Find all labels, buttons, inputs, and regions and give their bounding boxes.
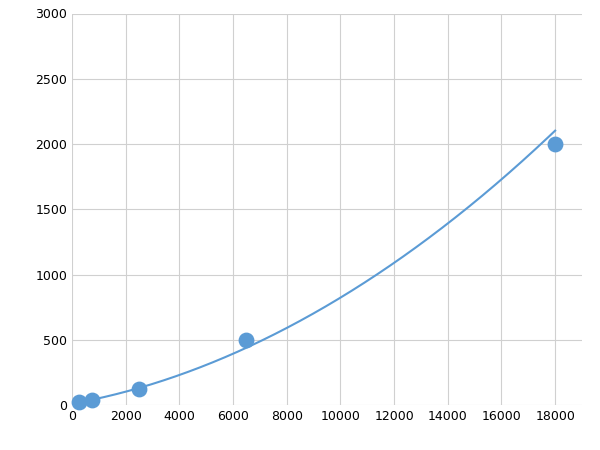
Point xyxy=(88,396,97,403)
Point xyxy=(134,386,144,393)
Point xyxy=(74,399,83,406)
Point xyxy=(242,336,251,343)
Point xyxy=(550,140,560,148)
